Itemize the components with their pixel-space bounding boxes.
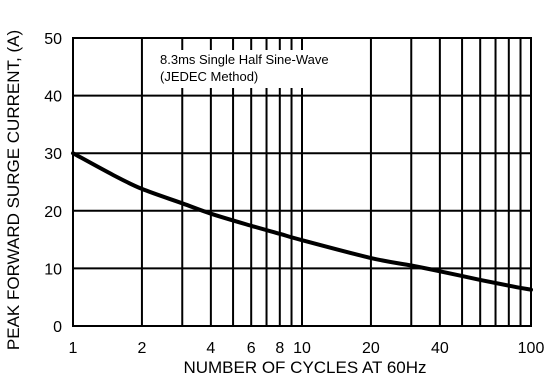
x-tick-label: 10	[293, 340, 311, 357]
y-tick-label: 20	[44, 204, 62, 221]
surge-current-curve	[71, 151, 533, 292]
y-tick-labels: 0 10 20 30 40 50	[44, 31, 62, 336]
plot-frame	[72, 37, 532, 327]
y-tick-label: 50	[44, 31, 62, 48]
y-tick-label: 10	[44, 261, 62, 278]
x-tick-label: 6	[247, 340, 256, 357]
annotation-line-1: 8.3ms Single Half Sine-Wave	[160, 52, 329, 67]
y-tick-label: 0	[53, 319, 62, 336]
annotation-background	[156, 50, 368, 88]
x-tick-label: 20	[362, 340, 380, 357]
x-axis-label: NUMBER OF CYCLES AT 60Hz	[183, 358, 426, 377]
y-tick-label: 30	[44, 146, 62, 163]
x-tick-label: 2	[137, 340, 146, 357]
x-tick-label: 40	[431, 340, 449, 357]
x-tick-label: 100	[518, 340, 545, 357]
x-tick-label: 8	[275, 340, 284, 357]
annotation-line-2: (JEDEC Method)	[160, 69, 258, 84]
y-axis-label: PEAK FORWARD SURGE CURRENT, (A)	[4, 30, 23, 350]
x-tick-labels: 1 2 4 6 8 10 20 40 100	[69, 340, 545, 357]
y-tick-label: 40	[44, 89, 62, 106]
x-tick-label: 4	[206, 340, 215, 357]
x-tick-label: 1	[69, 340, 78, 357]
